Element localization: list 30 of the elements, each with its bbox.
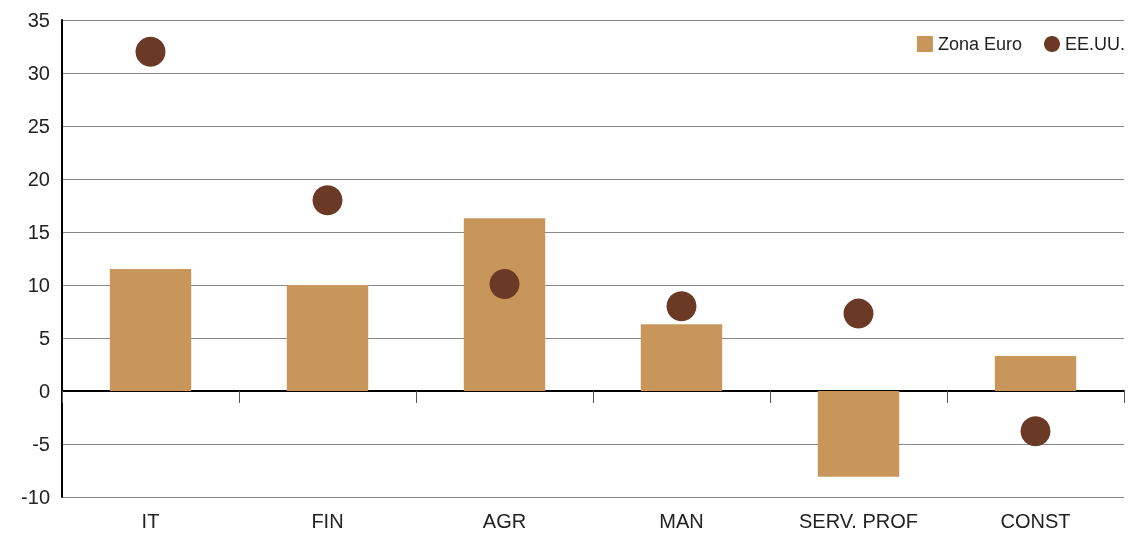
x-tick-label: CONST	[1000, 510, 1071, 532]
legend-label: Zona Euro	[937, 34, 1022, 54]
y-tick-label: 10	[27, 274, 50, 296]
point	[489, 268, 520, 299]
y-tick-label: 5	[38, 327, 50, 349]
bar	[817, 391, 900, 477]
x-tick-label: MAN	[659, 510, 704, 532]
x-tick-label: SERV. PROF	[799, 510, 918, 532]
y-tick-label: 25	[27, 115, 50, 137]
point	[312, 185, 343, 216]
point	[843, 298, 874, 329]
bar	[109, 269, 192, 391]
y-tick-label: 0	[38, 380, 50, 402]
bar	[286, 285, 369, 391]
bar	[463, 218, 546, 391]
point	[135, 36, 166, 67]
x-tick-label: AGR	[482, 510, 527, 532]
x-tick-label: FIN	[311, 510, 344, 532]
y-tick-label: 35	[27, 9, 50, 31]
bar	[994, 356, 1077, 391]
bar	[640, 324, 723, 391]
y-tick-label: 15	[27, 221, 50, 243]
y-tick-label: -10	[21, 486, 50, 508]
point	[1020, 416, 1051, 447]
y-tick-label: 20	[27, 168, 50, 190]
x-tick-label: IT	[141, 510, 160, 532]
y-tick-label: -5	[32, 433, 50, 455]
point	[666, 291, 697, 322]
legend-label: EE.UU.	[1064, 34, 1125, 54]
y-tick-label: 30	[27, 62, 50, 84]
